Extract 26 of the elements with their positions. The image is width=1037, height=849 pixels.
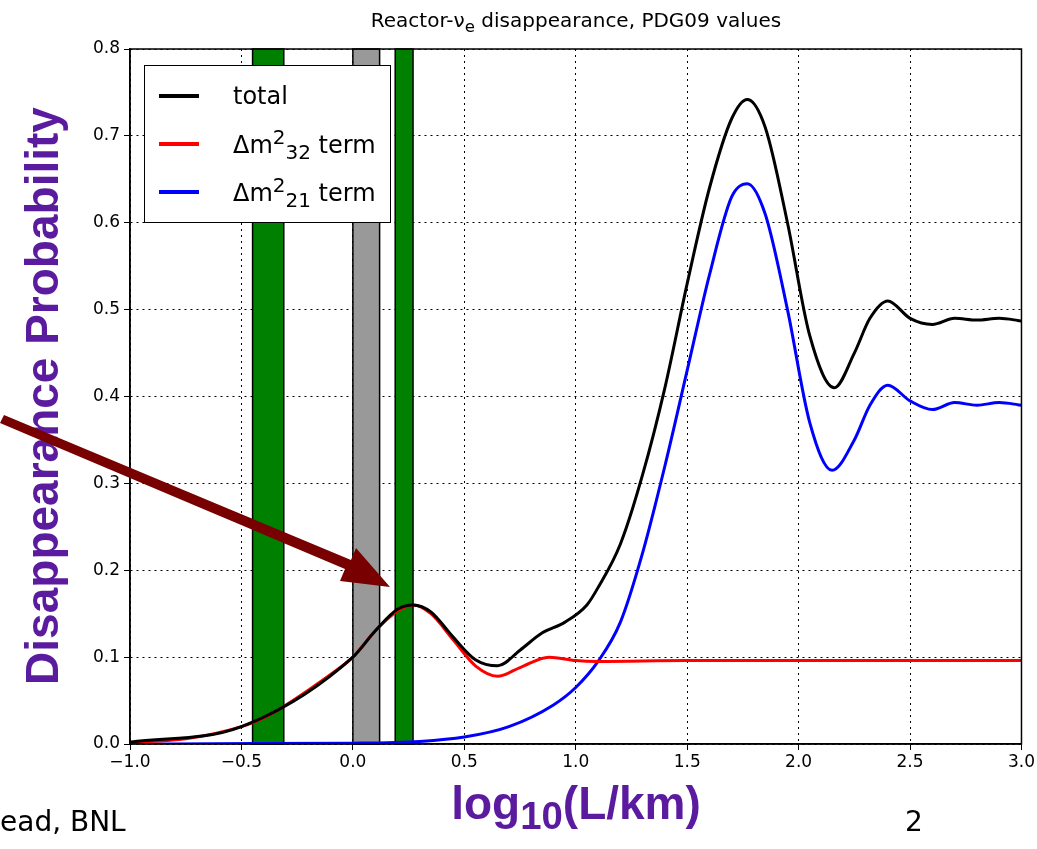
y-tick-label: 0.6 [92,211,120,232]
y-tick-label: 0.4 [92,384,120,405]
y-tick-label: 0.3 [92,471,120,492]
y-tick-label: 0.5 [92,298,120,319]
legend-label: Δm$^{2}$$_{32}$ term [233,124,376,164]
y-tick-label: 0.8 [92,37,120,58]
y-tick-label: 0.7 [92,124,120,145]
y-tick-label: 0.2 [92,558,120,579]
y-axis-title: Disappearance Probability [15,107,69,685]
text: 2 [905,805,923,838]
x-tick-label: 1.0 [562,750,590,771]
x-tick-label: 2.0 [785,750,813,771]
x-tick-label: −1.0 [109,750,151,771]
y-tick-label: 0.0 [92,732,120,753]
chart-title: Reactor-ν$_{e}$ disappearance, PDG09 values [369,8,783,36]
x-tick-label: 0.0 [339,750,367,771]
x-tick-label: 3.0 [1007,750,1036,771]
x-tick-label: 1.5 [673,750,701,771]
legend-label: total [233,82,288,110]
y-tick-label: 0.1 [92,645,120,666]
x-tick-label: −0.5 [220,750,263,771]
x-axis-title: log$_{10}$(L/km) [451,777,701,838]
x-tick-label: 0.5 [450,750,478,771]
legend-label: Δm$^{2}$$_{21}$ term [233,172,376,212]
x-tick-label: 2.5 [896,750,924,771]
text: ead, BNL [0,805,126,838]
